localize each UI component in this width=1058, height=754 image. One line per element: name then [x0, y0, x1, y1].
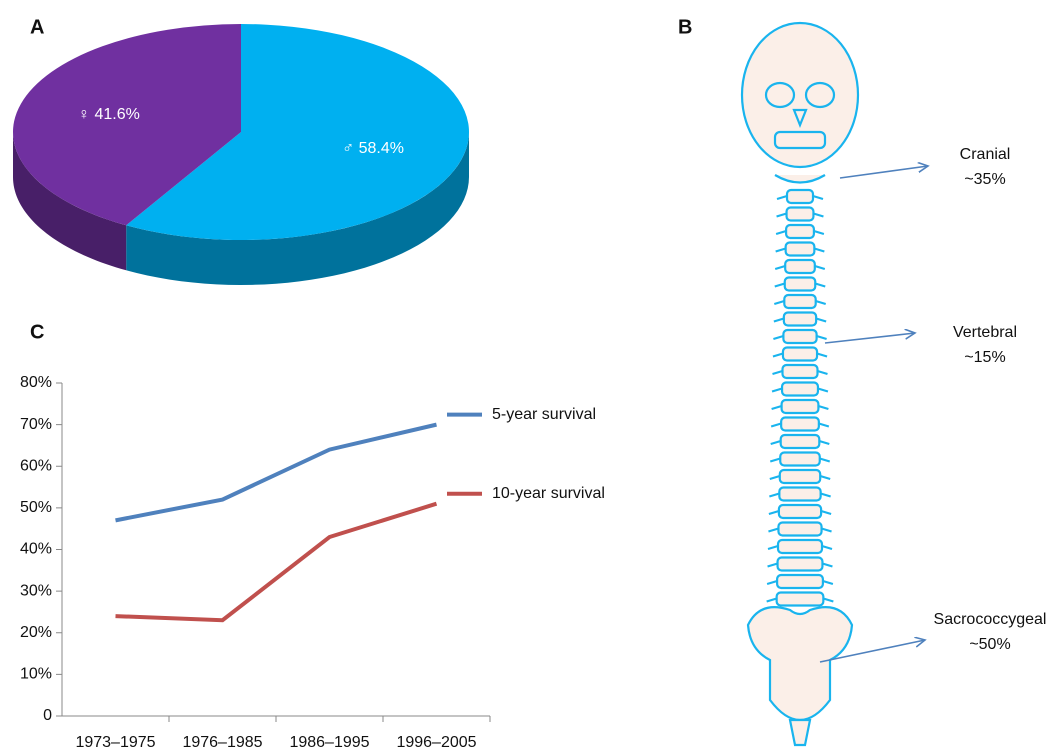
y-tick-label: 60%: [20, 457, 52, 474]
vertebra: [779, 505, 821, 518]
skeleton-illustration: [742, 23, 858, 745]
panel-label: C: [30, 321, 44, 343]
y-tick-label: 30%: [20, 582, 52, 599]
eye-socket: [766, 83, 794, 107]
panel-label: A: [30, 16, 44, 38]
vertebra: [786, 243, 815, 256]
vertebra: [781, 418, 819, 431]
vertebra: [783, 365, 818, 378]
y-tick-label: 40%: [20, 541, 52, 558]
teeth: [775, 132, 825, 148]
pie-label: ♀ 41.6%: [78, 106, 140, 123]
region-share: ~35%: [964, 171, 1005, 188]
eye-socket: [806, 83, 834, 107]
figure: A B C Cranial ~35% Vertebral ~15% Sacroc…: [0, 0, 1058, 754]
x-tick-label: 1976–1985: [182, 734, 262, 751]
jaw: [775, 175, 825, 183]
vertebra: [784, 295, 815, 308]
vertebra: [779, 488, 820, 501]
region-share: ~15%: [964, 349, 1005, 366]
vertebra: [782, 400, 819, 413]
series-line: [116, 425, 437, 521]
vertebra: [783, 348, 817, 361]
arrow: [825, 333, 915, 343]
pie-value-label: 58.4%: [359, 140, 404, 157]
vertebra: [785, 260, 815, 273]
vertebra: [778, 540, 822, 553]
y-tick-label: 80%: [20, 374, 52, 391]
y-tick-label: 20%: [20, 624, 52, 641]
region-share: ~50%: [969, 636, 1010, 653]
vertebra: [784, 313, 816, 326]
vertebra: [782, 383, 818, 396]
legend-label: 10-year survival: [492, 485, 605, 502]
pie-label: ♂ 58.4%: [342, 140, 404, 157]
region-name: Cranial: [960, 146, 1011, 163]
pie-value-label: 41.6%: [94, 106, 139, 123]
vertebra: [778, 523, 821, 536]
vertebra: [785, 278, 816, 291]
series-line: [116, 504, 437, 621]
panel-label: B: [678, 16, 692, 38]
vertebra: [787, 208, 814, 221]
vertebra: [786, 225, 814, 238]
region-name: Vertebral: [953, 324, 1017, 341]
vertebra: [780, 470, 820, 483]
x-tick-label: 1996–2005: [396, 734, 476, 751]
vertebra: [787, 190, 813, 203]
y-tick-label: 70%: [20, 416, 52, 433]
x-tick-label: 1973–1975: [75, 734, 155, 751]
vertebra: [777, 593, 824, 606]
vertebra: [780, 453, 820, 466]
coccyx: [790, 720, 810, 745]
vertebra: [777, 575, 823, 588]
legend-label: 5-year survival: [492, 406, 596, 423]
region-name: Sacrococcygeal: [934, 611, 1047, 628]
x-tick-label: 1986–1995: [289, 734, 369, 751]
pelvis: [748, 607, 852, 720]
vertebra: [783, 330, 816, 343]
vertebra: [781, 435, 820, 448]
spine: [767, 190, 834, 606]
pie-category: ♂: [342, 140, 354, 157]
y-tick-label: 0: [43, 707, 52, 724]
y-tick-label: 50%: [20, 499, 52, 516]
vertebra: [778, 558, 823, 571]
arrow: [840, 166, 928, 178]
y-tick-label: 10%: [20, 666, 52, 683]
pie-category: ♀: [78, 106, 90, 123]
